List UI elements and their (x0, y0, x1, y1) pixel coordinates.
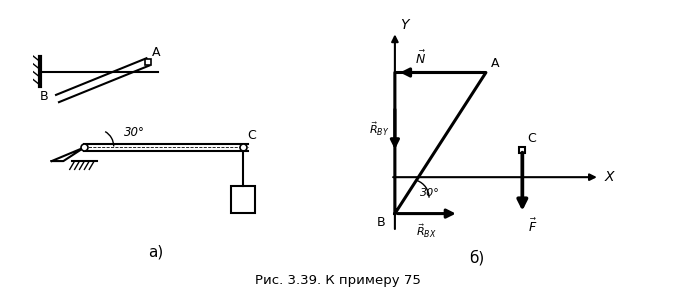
Text: B: B (377, 216, 386, 229)
Text: б): б) (469, 250, 485, 266)
Text: B: B (40, 90, 49, 103)
Text: $\vec{N}$: $\vec{N}$ (415, 50, 427, 67)
Bar (231, 187, 255, 213)
Text: C: C (527, 132, 536, 145)
Text: C: C (247, 128, 256, 142)
Text: $\vec{R}_{BX}$: $\vec{R}_{BX}$ (416, 223, 437, 240)
Text: A: A (152, 46, 161, 59)
Text: $\vec{F}$: $\vec{F}$ (528, 218, 537, 235)
Text: Рис. 3.39. К примеру 75: Рис. 3.39. К примеру 75 (254, 274, 421, 287)
Text: Y: Y (400, 18, 409, 32)
Text: X: X (604, 170, 614, 184)
Text: 30°: 30° (124, 126, 144, 139)
Text: 30°: 30° (420, 188, 440, 198)
Text: а): а) (148, 245, 163, 260)
Text: $\vec{R}_{BY}$: $\vec{R}_{BY}$ (369, 121, 389, 138)
Text: A: A (491, 57, 499, 70)
